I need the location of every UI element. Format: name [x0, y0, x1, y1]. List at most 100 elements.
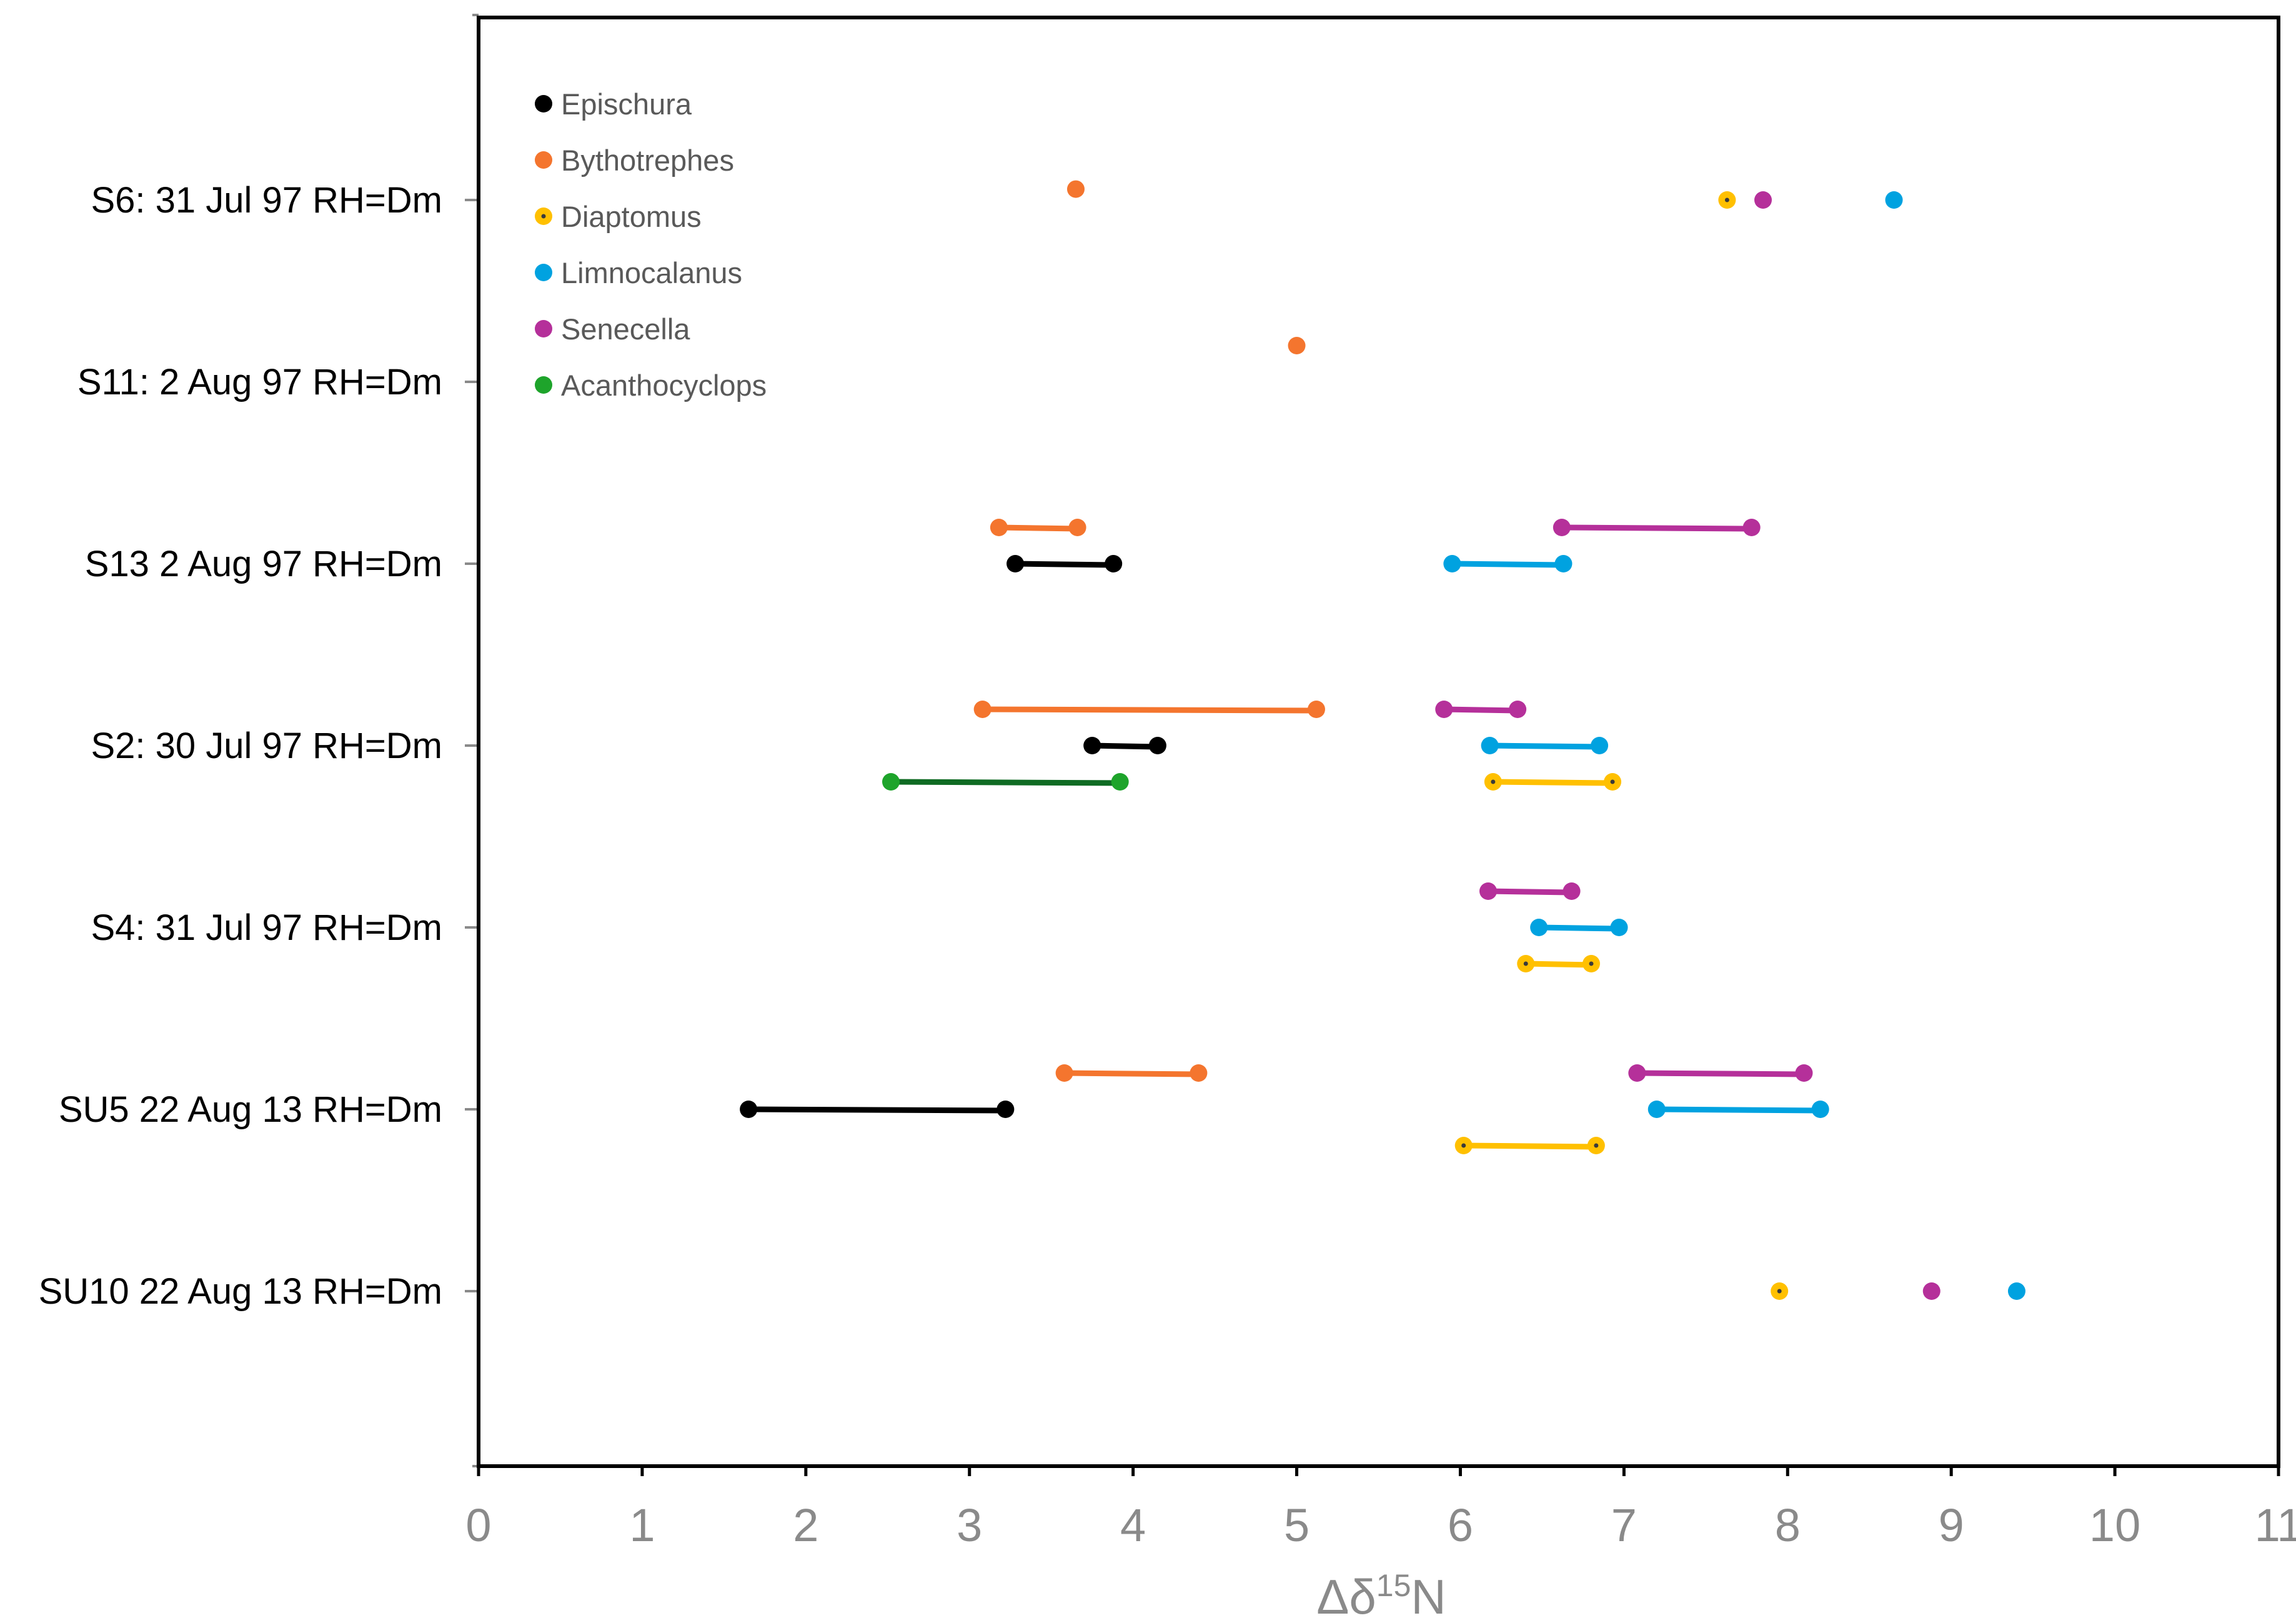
y-tick-label: S13 2 Aug 97 RH=Dm: [85, 544, 442, 584]
y-tick-label: SU10 22 Aug 13 RH=Dm: [39, 1271, 442, 1312]
legend-label-epischura: Epischura: [561, 87, 692, 121]
senecella-point: [1435, 701, 1453, 718]
diaptomus-point-center: [1523, 961, 1528, 966]
bythotrephes-point: [1068, 519, 1086, 536]
diaptomus-point-center: [1724, 197, 1729, 202]
x-tick-label: 1: [629, 1499, 655, 1551]
legend-label-acanthocyclops: Acanthocyclops: [561, 369, 767, 402]
senecella-point: [1628, 1064, 1646, 1082]
limnocalanus-range-line: [1487, 742, 1603, 750]
y-tick-label: SU5 22 Aug 13 RH=Dm: [59, 1089, 442, 1130]
diaptomus-point-center: [1461, 1143, 1466, 1148]
legend-marker-limnocalanus: [535, 264, 552, 281]
x-tick-label: 8: [1775, 1499, 1801, 1551]
legend-label-limnocalanus: Limnocalanus: [561, 256, 742, 289]
legend-label-bythotrephes: Bythotrephes: [561, 144, 734, 177]
senecella-range-line: [1441, 706, 1521, 714]
senecella-point: [1509, 701, 1527, 718]
limnocalanus-range-line: [1536, 924, 1623, 932]
senecella-point: [1754, 191, 1772, 209]
y-tick-label: S4: 31 Jul 97 RH=Dm: [91, 907, 442, 948]
x-tick-label: 11: [2255, 1499, 2296, 1551]
limnocalanus-point: [1443, 555, 1461, 572]
senecella-point: [1742, 519, 1761, 536]
legend-marker-center-diaptomus: [541, 214, 546, 219]
legend-marker-epischura: [535, 95, 552, 112]
legend-label-senecella: Senecella: [561, 312, 690, 346]
limnocalanus-point: [2007, 1282, 2025, 1300]
diaptomus-point-center: [1777, 1289, 1782, 1294]
bythotrephes-point: [990, 519, 1008, 536]
limnocalanus-point: [1811, 1101, 1829, 1118]
legend: Epischura Bythotrephes Diaptomus Limnocalan…: [535, 87, 767, 402]
epischura-point: [1006, 555, 1025, 572]
limnocalanus-range-line: [1654, 1106, 1824, 1114]
epischura-range-line: [1012, 561, 1116, 568]
x-axis-title-superscript: 15: [1376, 1568, 1411, 1603]
diaptomus-point-center: [1610, 779, 1615, 784]
senecella-range-line: [1559, 524, 1755, 532]
epischura-range-line: [1089, 742, 1161, 750]
diaptomus-point-center: [1491, 779, 1496, 784]
x-tick-label: 4: [1120, 1499, 1146, 1551]
bythotrephes-range-line: [980, 706, 1319, 714]
limnocalanus-point: [1530, 919, 1548, 936]
limnocalanus-range-line: [1449, 561, 1566, 568]
bythotrephes-point: [1055, 1064, 1073, 1082]
epischura-range-line: [745, 1106, 1008, 1114]
senecella-point: [1795, 1064, 1813, 1082]
diaptomus-range-line: [1461, 1142, 1599, 1150]
x-axis-title-main: Δδ: [1316, 1569, 1376, 1623]
senecella-range-line: [1634, 1070, 1807, 1077]
limnocalanus-point: [1647, 1101, 1666, 1118]
limnocalanus-point: [1481, 737, 1499, 754]
plot-frame: [477, 16, 2280, 1468]
x-tick-label: 6: [1448, 1499, 1473, 1551]
epischura-point: [1148, 737, 1166, 754]
y-tick-label: S6: 31 Jul 97 RH=Dm: [91, 180, 442, 221]
senecella-point: [1922, 1282, 1941, 1300]
legend-label-diaptomus: Diaptomus: [561, 200, 702, 233]
bythotrephes-range-line: [996, 524, 1081, 532]
x-axis-title: Δδ15N: [1316, 1568, 1446, 1623]
x-tick-label: 10: [2089, 1499, 2140, 1551]
bythotrephes-point: [1288, 337, 1306, 354]
acanthocyclops-point: [882, 773, 900, 791]
diaptomus-range-line: [1523, 961, 1594, 968]
epischura-point: [740, 1101, 758, 1118]
epischura-point: [996, 1101, 1015, 1118]
bythotrephes-point: [1190, 1064, 1208, 1082]
plot-marks: [740, 180, 2025, 1300]
senecella-point: [1553, 519, 1571, 536]
bythotrephes-point: [973, 701, 991, 718]
x-tick-label: 5: [1284, 1499, 1310, 1551]
diaptomus-point-center: [1594, 1143, 1599, 1148]
legend-marker-senecella: [535, 320, 552, 337]
diaptomus-point-center: [1589, 961, 1594, 966]
y-axis: S6: 31 Jul 97 RH=Dm S11: 2 Aug 97 RH=Dm S1…: [39, 14, 479, 1467]
bythotrephes-point: [1307, 701, 1325, 718]
senecella-range-line: [1485, 888, 1575, 896]
legend-marker-acanthocyclops: [535, 376, 552, 394]
limnocalanus-point: [1610, 919, 1628, 936]
y-tick-label: S11: 2 Aug 97 RH=Dm: [77, 362, 442, 402]
x-tick-label: 7: [1611, 1499, 1637, 1551]
senecella-point: [1479, 882, 1497, 900]
limnocalanus-point: [1554, 555, 1573, 572]
legend-marker-bythotrephes: [535, 151, 552, 169]
x-tick-label: 3: [957, 1499, 982, 1551]
x-axis: 0 1 2 3 4 5 6 7 8 9 10 11: [465, 1466, 2296, 1551]
epischura-point: [1083, 737, 1101, 754]
senecella-point: [1563, 882, 1581, 900]
limnocalanus-point: [1591, 737, 1609, 754]
x-tick-label: 2: [793, 1499, 818, 1551]
acanthocyclops-point: [1111, 773, 1129, 791]
bythotrephes-range-line: [1061, 1070, 1201, 1077]
bythotrephes-point: [1066, 180, 1085, 198]
epischura-point: [1105, 555, 1123, 572]
limnocalanus-point: [1885, 191, 1903, 209]
x-tick-label: 9: [1939, 1499, 1964, 1551]
x-tick-label: 0: [465, 1499, 491, 1551]
